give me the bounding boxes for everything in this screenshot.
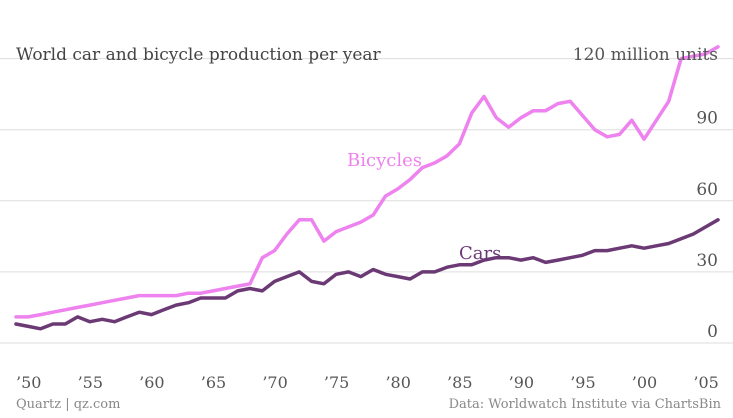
y-tick-label: 30	[696, 251, 718, 271]
x-tick-label: ’95	[570, 373, 595, 392]
x-tick-label: ’85	[447, 373, 472, 392]
x-tick-label: ’50	[16, 373, 41, 392]
x-tick-label: ’05	[693, 373, 718, 392]
series-lines	[14, 45, 720, 331]
x-tick-label: ’75	[324, 373, 349, 392]
y-tick-label: 90	[696, 109, 718, 129]
series-label-bicycles: Bicycles	[347, 150, 422, 171]
x-tick-label: ’60	[139, 373, 164, 392]
series-line-bicycles	[14, 45, 720, 319]
y-unit-label: 120 million units	[573, 45, 718, 65]
x-tick-label: ’65	[201, 373, 226, 392]
x-tick-label: ’70	[262, 373, 287, 392]
x-axis-ticks: ’50 ’55 ’60 ’65 ’70 ’75 ’80 ’85 ’90 ’95 ’00 ’05	[16, 373, 719, 392]
x-tick-label: ’80	[385, 373, 410, 392]
series-label-cars: Cars	[459, 243, 501, 264]
y-tick-label: 0	[707, 322, 718, 342]
chart-title: World car and bicycle production per yea…	[16, 45, 382, 65]
y-tick-label: 60	[696, 180, 718, 200]
y-axis-ticks: 0 30 60 90	[696, 109, 718, 342]
footer-source-left: Quartz | qz.com	[16, 397, 121, 412]
x-tick-label: ’00	[632, 373, 657, 392]
footer-source-right: Data: Worldwatch Institute via ChartsBin	[448, 397, 721, 412]
gridlines	[0, 58, 733, 344]
x-tick-label: ’55	[78, 373, 103, 392]
series-line-cars	[14, 218, 720, 331]
x-tick-label: ’90	[509, 373, 534, 392]
